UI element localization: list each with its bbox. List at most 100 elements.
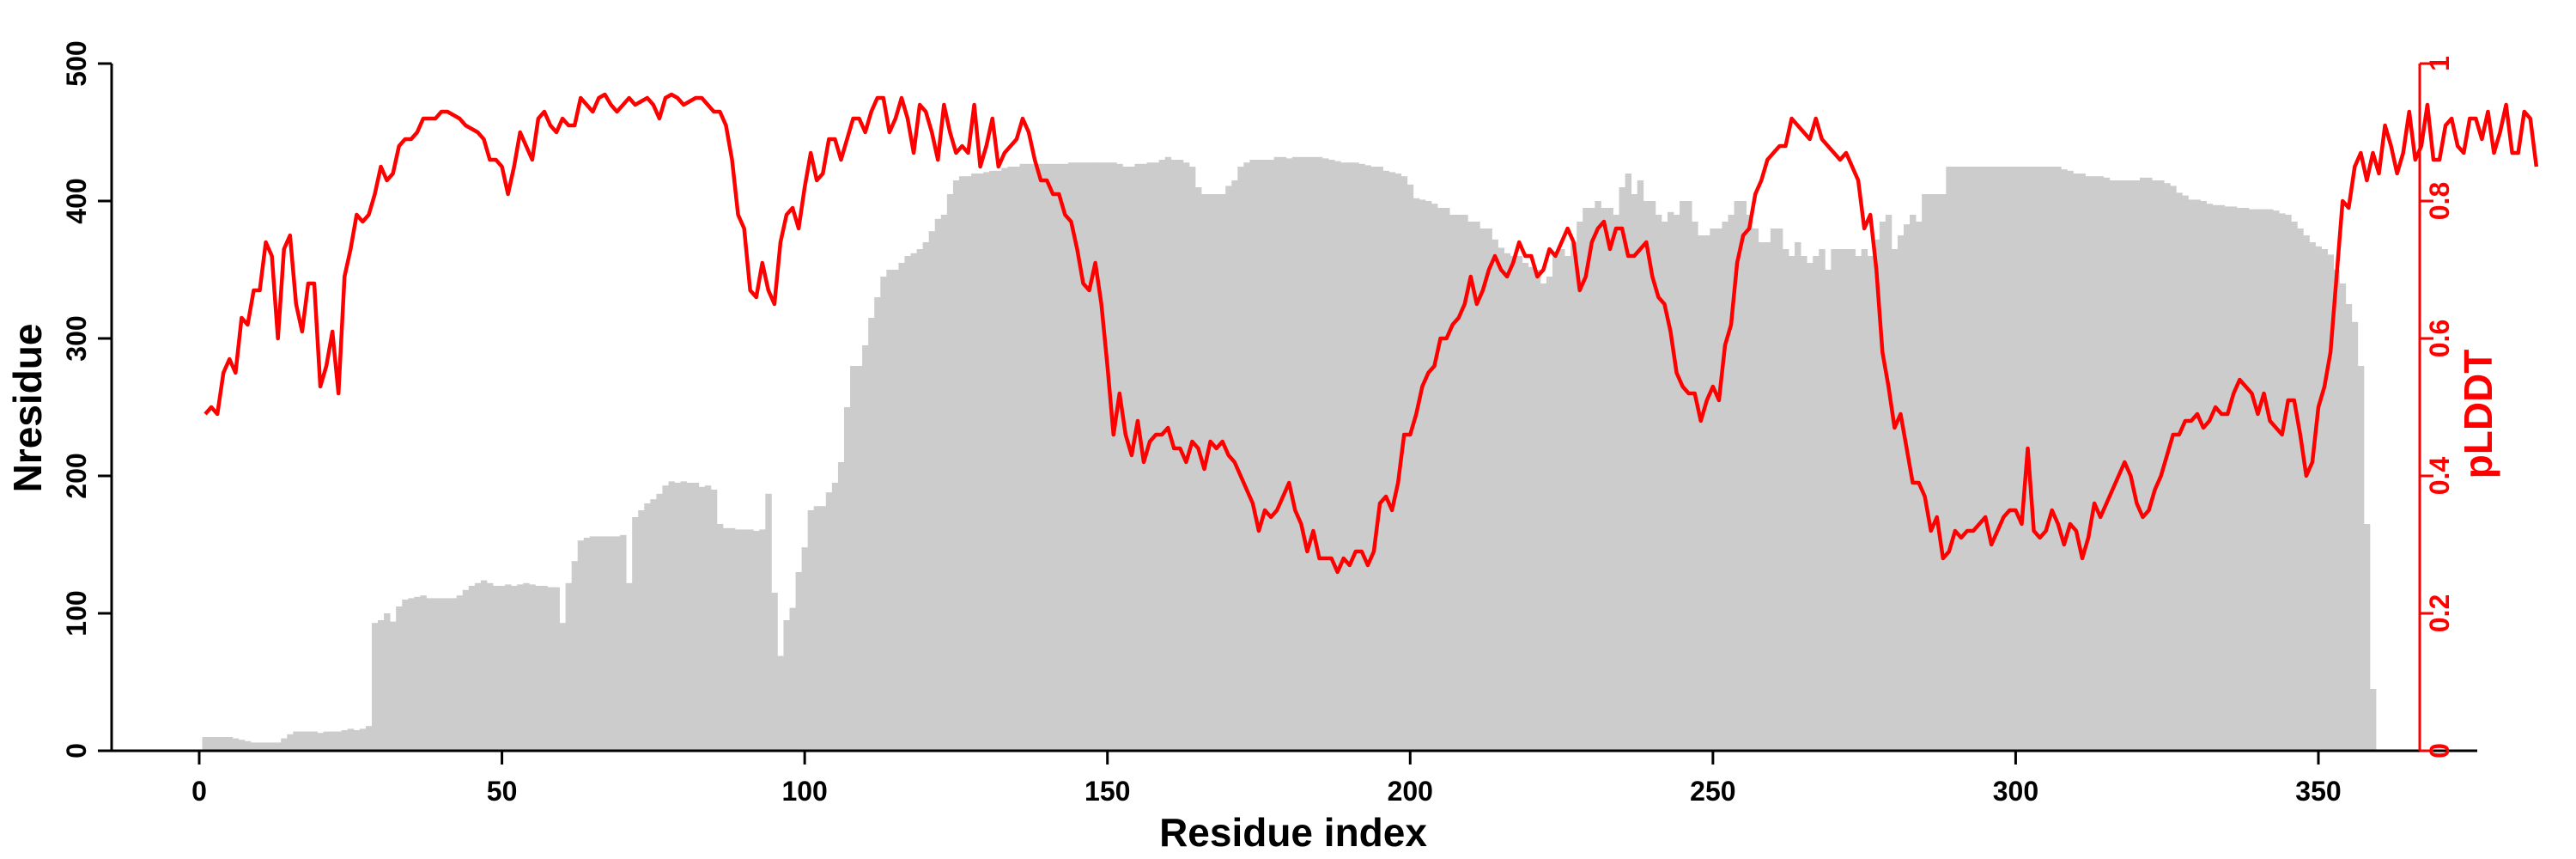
nresidue-bar [1698, 235, 1704, 751]
nresidue-bar [438, 598, 445, 751]
nresidue-bar [1728, 215, 1735, 751]
nresidue-bar [989, 170, 996, 752]
nresidue-bar [365, 726, 373, 751]
nresidue-bar [741, 529, 748, 751]
nresidue-bar [1577, 222, 1583, 751]
nresidue-bar [1025, 163, 1032, 752]
nresidue-bar [2285, 215, 2292, 751]
nresidue-bar [269, 742, 276, 751]
nresidue-bar [541, 586, 548, 751]
nresidue-bar [1849, 249, 1856, 751]
nresidue-bar [329, 731, 337, 751]
x-tick-label: 250 [1690, 776, 1735, 807]
nresidue-bar [1607, 208, 1613, 751]
nresidue-bar [2158, 180, 2165, 751]
nresidue-bar [1485, 228, 1492, 751]
nresidue-bar [1037, 163, 1045, 752]
nresidue-bar [1261, 160, 1268, 751]
nresidue-bar [2363, 524, 2371, 751]
nresidue-bar [1637, 180, 1644, 751]
nresidue-bar [1897, 235, 1905, 751]
nresidue-bar [2139, 177, 2147, 752]
nresidue-bar [486, 582, 494, 751]
nresidue-bar [1031, 163, 1039, 752]
nresidue-bar [1067, 162, 1075, 751]
x-tick-label: 100 [781, 776, 827, 807]
nresidue-bar [2303, 235, 2310, 751]
nresidue-bar [1807, 263, 1814, 751]
nresidue-bar [1352, 162, 1359, 751]
nresidue-bar [1631, 194, 1638, 751]
nresidue-bar [1667, 211, 1674, 752]
nresidue-bar [1382, 170, 1389, 752]
nresidue-bar [819, 506, 827, 751]
nresidue-bar [589, 536, 597, 751]
nresidue-bar [1164, 156, 1172, 752]
nresidue-bar [1770, 228, 1777, 751]
nresidue-bar [1007, 167, 1014, 751]
nresidue-bar [995, 170, 1002, 752]
nresidue-bar [559, 623, 567, 751]
nresidue-bar [2248, 209, 2256, 752]
nresidue-bar [1315, 156, 1323, 752]
nresidue-bar [1425, 201, 1432, 751]
nresidue-bar [1098, 162, 1105, 751]
nresidue-bar [892, 270, 899, 751]
nresidue-bar [1194, 187, 1202, 751]
nresidue-bar [2073, 174, 2080, 751]
nresidue-bar [1431, 204, 1438, 751]
nresidue-bar [789, 607, 796, 751]
nresidue-bar [898, 263, 905, 751]
nresidue-bar [359, 728, 367, 751]
nresidue-bar [1273, 156, 1281, 752]
nresidue-bar [1958, 167, 1965, 751]
nresidue-bar [2309, 242, 2316, 751]
nresidue-bars [202, 156, 2377, 752]
nresidue-bar [2182, 195, 2189, 752]
nresidue-bar [1861, 249, 1868, 751]
nresidue-bar [2176, 192, 2183, 751]
nresidue-bar [335, 731, 343, 751]
nresidue-bar [952, 180, 960, 751]
nresidue-bar [208, 737, 216, 751]
nresidue-bar [1249, 160, 1256, 751]
nresidue-bar [934, 218, 942, 752]
nresidue-bar [317, 733, 324, 751]
nresidue-bar [468, 586, 476, 751]
nresidue-bar [1449, 215, 1456, 751]
nresidue-bar [735, 529, 742, 751]
nresidue-bar [595, 536, 603, 751]
nresidue-bar [1976, 167, 1984, 751]
nresidue-bar [662, 485, 669, 751]
nresidue-bar [2091, 176, 2099, 751]
nresidue-bar [1146, 162, 1153, 751]
nresidue-bar [1019, 163, 1026, 752]
nresidue-bar [2133, 180, 2141, 751]
nresidue-bar [583, 538, 591, 751]
nresidue-bar [2164, 183, 2171, 751]
nresidue-bar [1813, 256, 1820, 751]
nresidue-bar [904, 256, 911, 751]
nresidue-bar [2127, 180, 2135, 751]
nresidue-bar [680, 481, 688, 751]
nresidue-bar [341, 730, 349, 751]
nresidue-bar [1128, 167, 1135, 751]
nresidue-bar [2194, 199, 2201, 751]
nresidue-bar [250, 742, 258, 751]
nresidue-bar [614, 536, 621, 751]
nresidue-bar [462, 589, 470, 751]
x-axis-ticks: 0 50 100 150 200 250 300 350 [191, 751, 2342, 807]
y-right-axis-ticks: 0 0.2 0.4 0.6 0.8 1 [2420, 56, 2455, 758]
nresidue-bar [1710, 228, 1716, 751]
nresidue-bar [1928, 194, 1935, 751]
nresidue-bar [1152, 162, 1160, 751]
nresidue-bar [1001, 168, 1008, 752]
nresidue-bar [2327, 254, 2335, 751]
nresidue-bar [1291, 156, 1299, 752]
nresidue-bar [1303, 156, 1311, 752]
y-left-tick-label: 200 [61, 453, 92, 498]
nresidue-bar [1473, 222, 1480, 751]
nresidue-bar [1043, 163, 1051, 752]
y-left-tick-label: 500 [61, 40, 92, 86]
